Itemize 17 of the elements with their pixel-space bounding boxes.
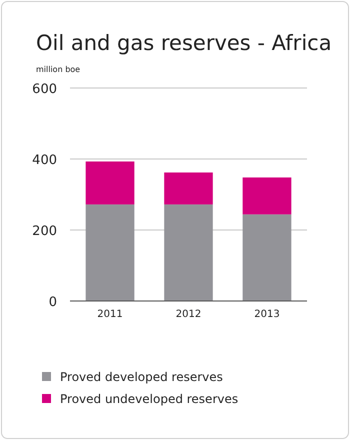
y-axis-title: million boe <box>36 65 80 74</box>
legend-label: Proved undeveloped reserves <box>60 392 238 406</box>
legend-label: Proved developed reserves <box>60 370 223 384</box>
y-tick-label: 400 <box>32 153 57 168</box>
x-tick-label: 2011 <box>97 309 123 320</box>
bar <box>242 214 292 301</box>
x-tick-label: 2013 <box>254 309 280 320</box>
bar <box>86 204 134 301</box>
x-tick-label: 2012 <box>176 309 202 320</box>
y-tick-label: 600 <box>32 82 57 97</box>
bar <box>164 204 213 301</box>
y-tick-label: 0 <box>48 295 57 310</box>
bar <box>242 177 292 214</box>
chart-title: Oil and gas reserves - Africa <box>36 31 332 55</box>
bar <box>86 161 134 204</box>
bar <box>164 172 213 204</box>
y-tick-label: 200 <box>32 224 57 239</box>
